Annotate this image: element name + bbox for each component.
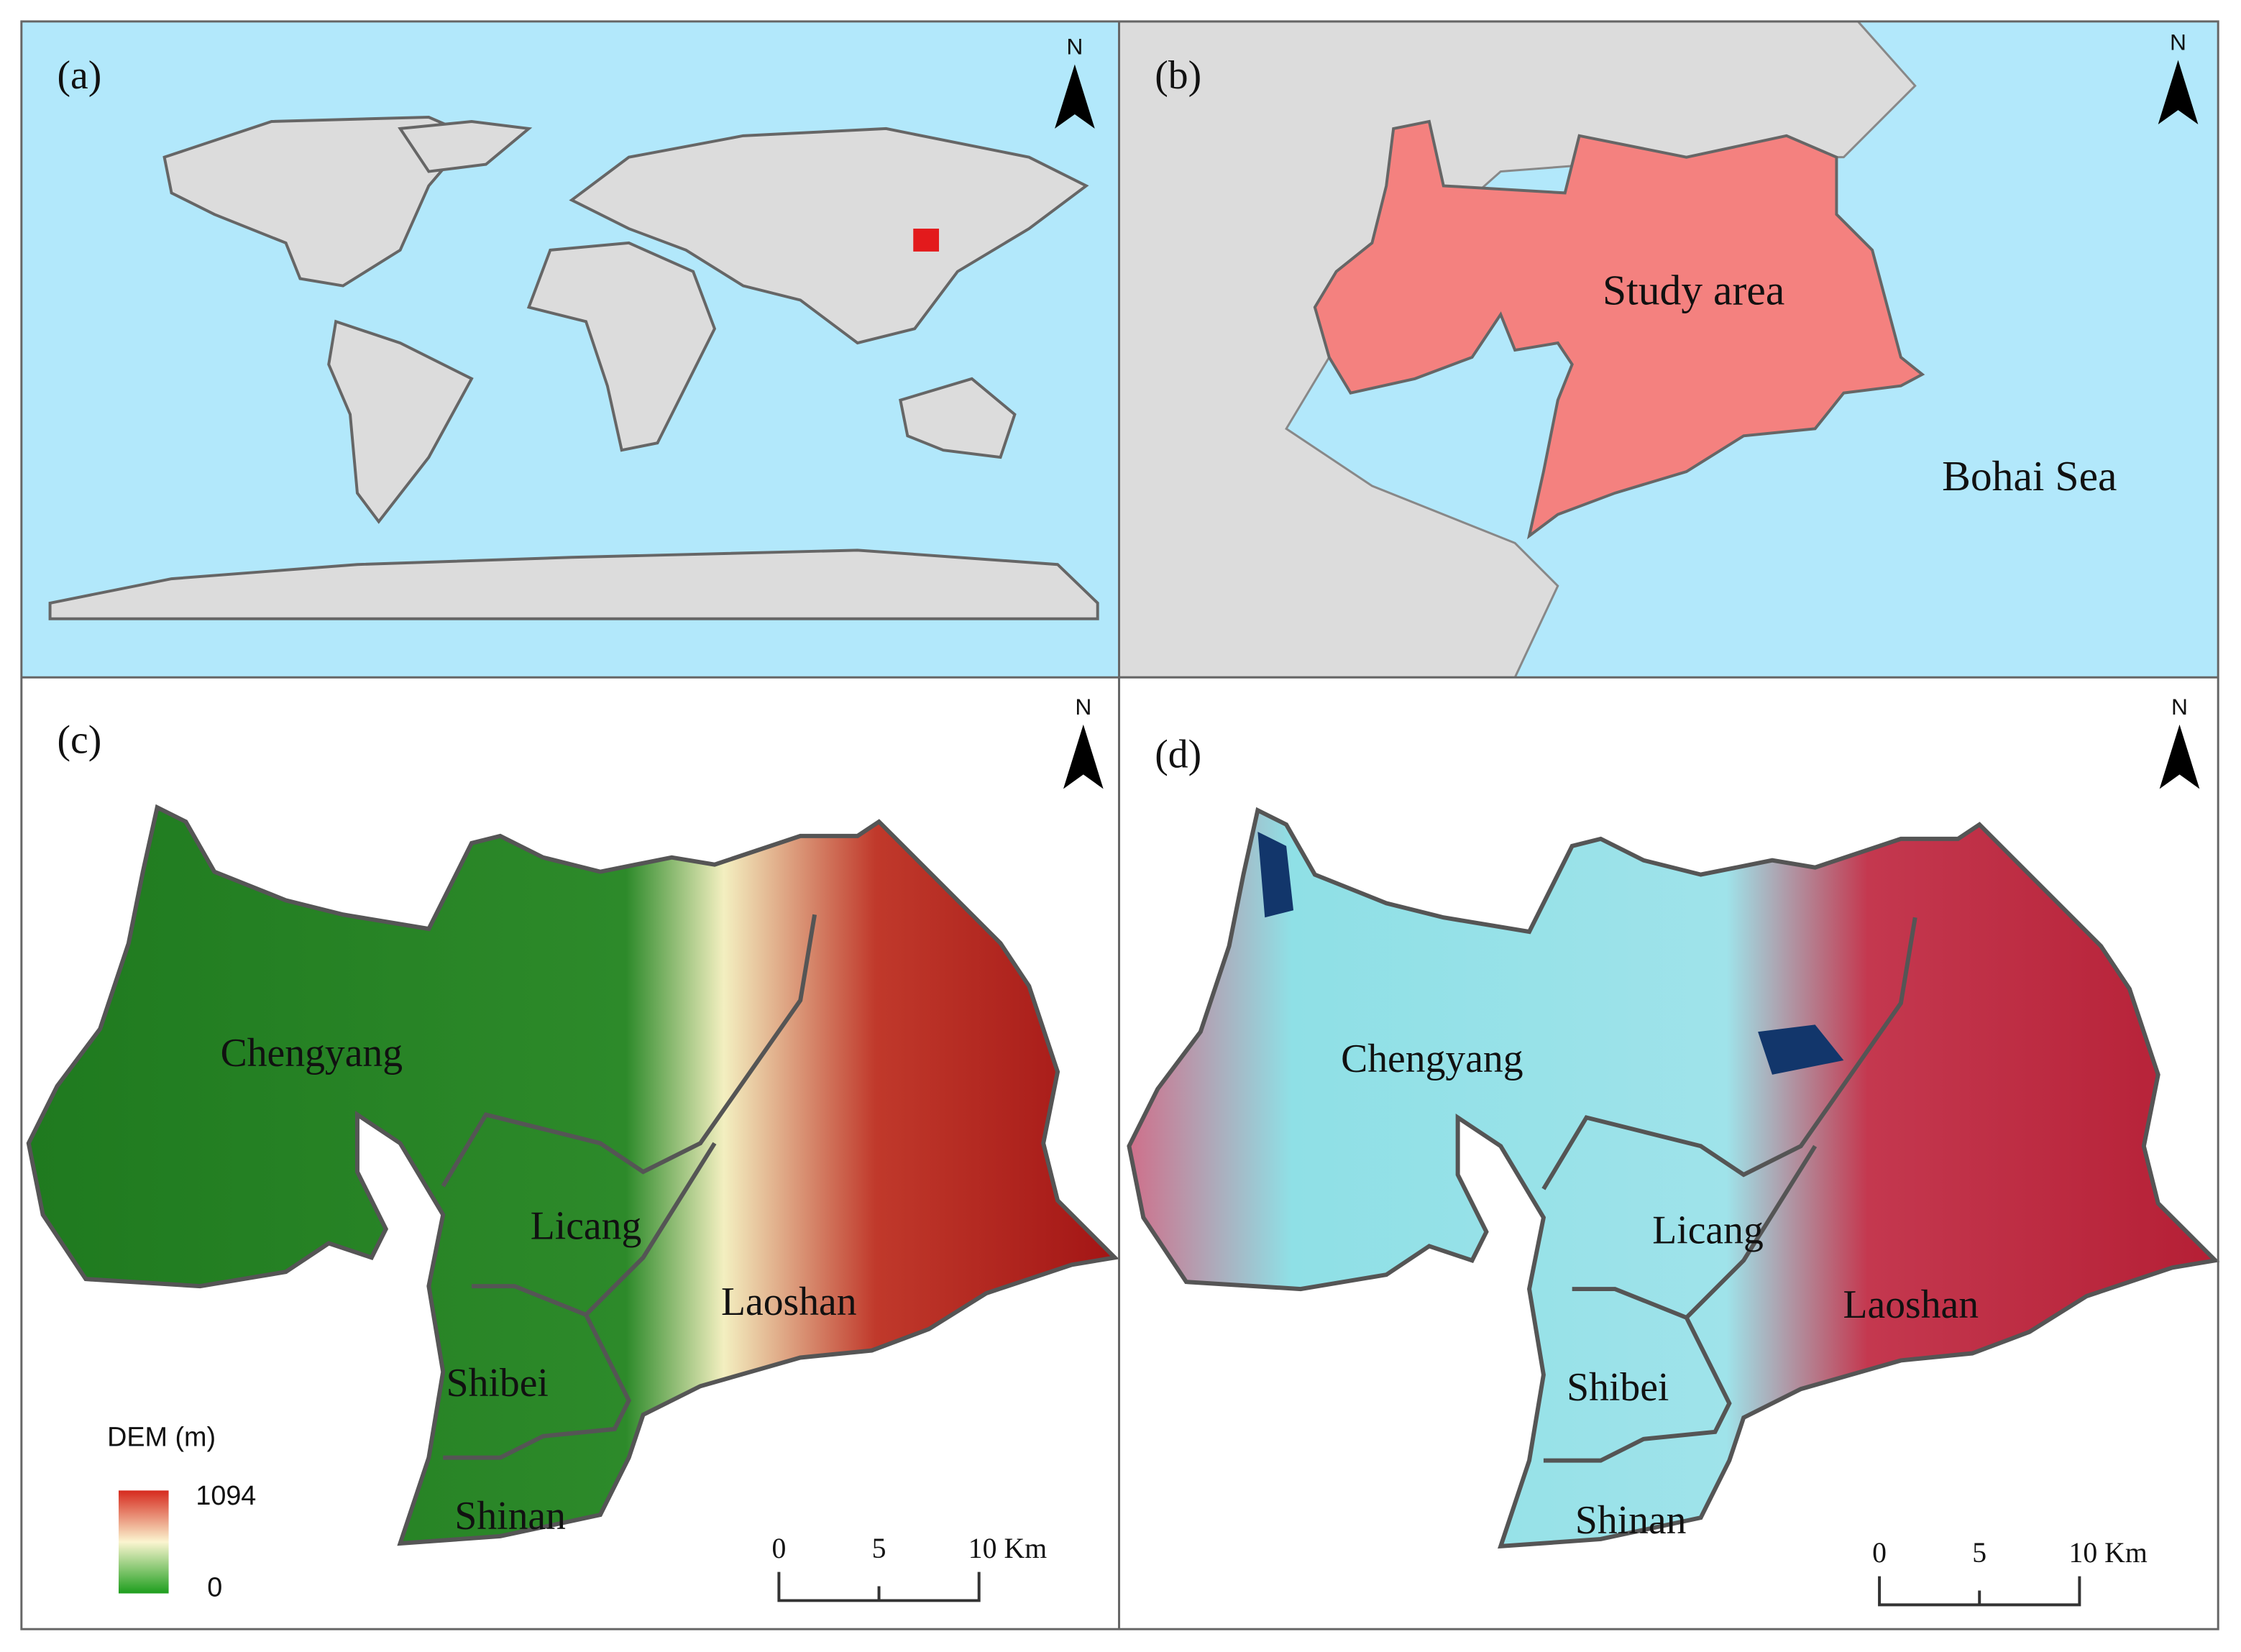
boundary (441, 914, 817, 1188)
boundary (1543, 1316, 1732, 1463)
north-label: N (1066, 34, 1083, 60)
scale-label: 5 (872, 1533, 886, 1564)
dem-region (26, 804, 1119, 1546)
district-label: Shibei (446, 1361, 549, 1405)
panel-label: (c) (58, 718, 102, 763)
legend-ramp (118, 1490, 169, 1594)
north-arrow (1055, 64, 1095, 129)
district-label: Shibei (1567, 1365, 1669, 1410)
map-label: Study area (1603, 266, 1784, 313)
district-label: Licang (531, 1203, 642, 1248)
district-label: Licang (1652, 1208, 1764, 1252)
legend-min: 0 (207, 1572, 222, 1602)
study-location (913, 229, 940, 252)
district-label: Chengyang (1341, 1037, 1523, 1081)
legend-max: 1094 (196, 1481, 256, 1511)
africa (526, 241, 717, 452)
north-label: N (2171, 694, 2188, 720)
scale-line (777, 1571, 981, 1602)
scale-line (1878, 1576, 2081, 1607)
boundary (443, 1313, 632, 1460)
water (1257, 831, 1294, 918)
district-label: Chengyang (221, 1031, 403, 1075)
greenland (398, 119, 533, 173)
image-region (1127, 807, 2220, 1549)
north-america (162, 116, 475, 288)
district-boundaries (1541, 917, 1917, 1463)
scale-label: 5 (1972, 1537, 1986, 1569)
south-america (327, 319, 474, 524)
world-map (48, 116, 1099, 620)
north-label: N (1075, 694, 1091, 720)
panel-label: (d) (1155, 732, 1201, 776)
antarctica (48, 549, 1099, 620)
district-label: Laoshan (1843, 1282, 1979, 1327)
district-label: Shinan (454, 1494, 566, 1538)
frame (20, 20, 2219, 1630)
district-label: Laoshan (721, 1280, 857, 1324)
map-label: Bohai Sea (1942, 452, 2117, 500)
scale-label: 10 Km (2068, 1537, 2147, 1569)
water (1758, 1024, 1844, 1075)
north-arrow (2159, 724, 2200, 789)
north-label: N (2170, 29, 2186, 55)
north-arrows: N N N N (1055, 29, 2200, 789)
north-arrow (2158, 60, 2199, 124)
panel-label: (b) (1155, 53, 1201, 98)
australia (899, 377, 1017, 459)
study-area (1313, 119, 1925, 540)
scale-label: 10 Km (968, 1533, 1047, 1564)
scale-label: 0 (1872, 1537, 1887, 1569)
north-arrow (1063, 724, 1104, 789)
scale-bar: 0 5 10 Km 0 5 10 Km (771, 1533, 2148, 1607)
district-labels: Chengyang Licang Laoshan Shibei Shinan C… (221, 1031, 1979, 1543)
eurasia (569, 127, 1089, 345)
scale-label: 0 (771, 1533, 786, 1564)
legend-title: DEM (m) (107, 1423, 216, 1453)
panel-label: (a) (58, 53, 102, 98)
boundary (1541, 917, 1917, 1190)
district-label: Shinan (1575, 1498, 1687, 1543)
district-boundaries (441, 914, 817, 1460)
